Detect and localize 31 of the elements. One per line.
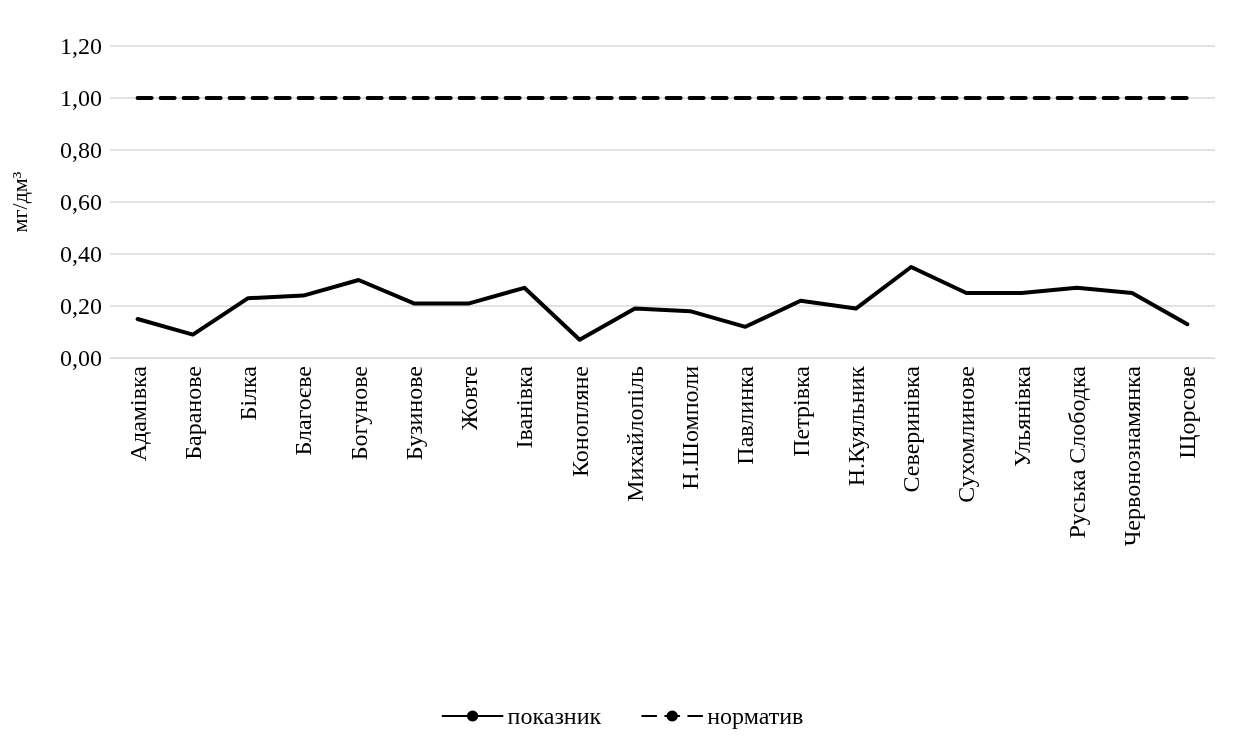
x-tick-label: Петрівка <box>787 365 814 457</box>
y-tick-label: 1,20 <box>60 33 102 59</box>
x-tick-label: Щорсове <box>1174 366 1201 459</box>
x-tick-label: Бузинове <box>400 366 427 461</box>
y-tick-label: 0,60 <box>60 189 102 215</box>
x-tick-label: Н.Шомполи <box>677 365 704 490</box>
x-tick-label: Баранове <box>179 366 206 460</box>
y-axis-title: мг/дм³ <box>6 171 32 233</box>
x-tick-label: Северинівка <box>898 365 925 493</box>
y-tick-label: 0,20 <box>60 293 102 319</box>
x-tick-label: Михайлопіль <box>621 365 648 502</box>
x-tick-label: Н.Куяльник <box>842 365 869 487</box>
x-tick-label: Богунове <box>345 366 372 461</box>
x-tick-label: Червонознамянка <box>1119 365 1146 547</box>
y-tick-label: 0,80 <box>60 137 102 163</box>
x-tick-label: Жовте <box>456 366 483 431</box>
y-tick-label: 0,00 <box>60 345 102 371</box>
x-tick-label: Адамівка <box>124 365 151 462</box>
line-series <box>135 265 1190 342</box>
x-tick-label: Іванівка <box>511 365 538 449</box>
x-tick-label: Ульянівка <box>1008 365 1035 468</box>
legend-label: показник <box>507 703 602 729</box>
x-tick-label: Сухомлинове <box>953 366 980 503</box>
y-tick-label: 1,00 <box>60 85 102 111</box>
y-tick-label: 0,40 <box>60 241 102 267</box>
x-tick-label: Руська Слободка <box>1063 365 1090 539</box>
x-tick-label: Білка <box>235 365 262 421</box>
x-tick-label: Конопляне <box>566 366 593 478</box>
x-tick-label: Павлинка <box>732 365 759 465</box>
x-tick-label: Благоєве <box>290 366 317 456</box>
legend-label: норматив <box>707 703 804 729</box>
